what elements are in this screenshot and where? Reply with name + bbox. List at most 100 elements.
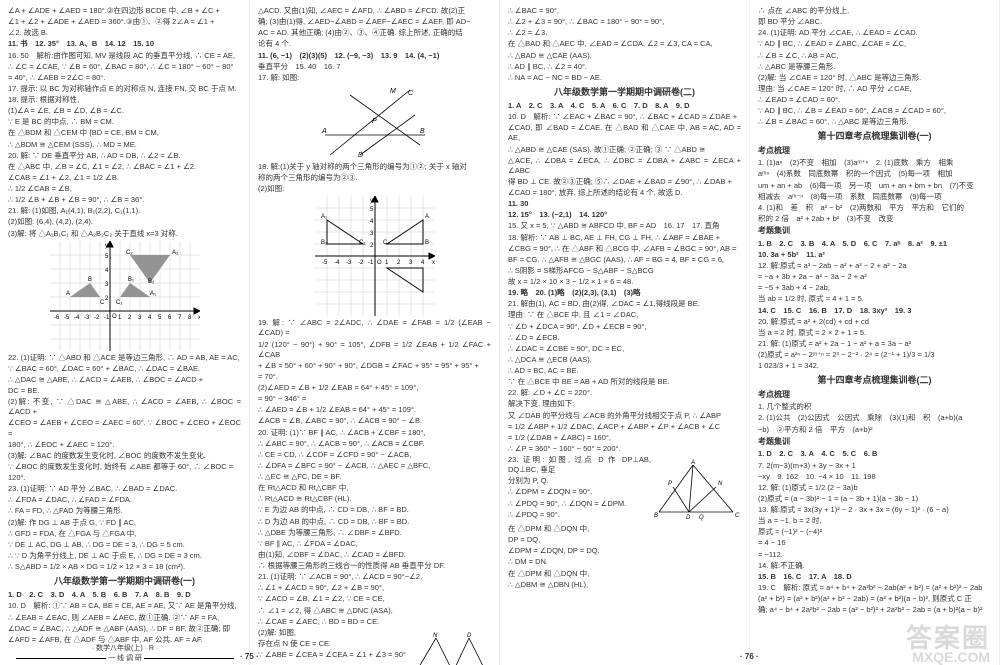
text-line: (2)解: 当 ∠CAE = 120° 时, △ABC 是等边三角形.	[758, 73, 991, 83]
text-line: ∵ ∠ABE = ∠CEA = ∠CEA = ∠1 + ∠3 = 90°	[258, 650, 411, 660]
text-line: 11. 30	[508, 199, 741, 209]
text-line: 18. 解析: ∵ AB ⊥ BC, AE ⊥ FH, CG ⊥ FH, ∴ ∠…	[508, 233, 741, 243]
geom-svg-d: ND EBC	[411, 630, 491, 665]
text-line: −xy 9. 162 10. −4 × 10 11. 198	[758, 472, 991, 482]
section-title: 第十四章考点梳理集训卷(一)	[758, 130, 991, 142]
svg-text:-5: -5	[64, 315, 70, 321]
text-line: ∴ 1/2 ∠B + ∠B + ∠B = 90°, ∴ ∠B = 36°.	[8, 195, 241, 205]
text-line: (1)∠A = ∠E, ∠B = ∠D, ∠B = ∠C.	[8, 106, 241, 116]
text-line: ∴ ∠2 = ∠3.	[508, 28, 741, 38]
text-line: = −a + 3b + 2a − a² − 3a − 2 + a²	[758, 272, 991, 282]
text-line: (2)如图: (6,4), (4,2), (2,4).	[8, 217, 241, 227]
text-line: ∴ ∠1 = ∠2, 得 △ABC ≅ △DNC (ASA),	[258, 606, 491, 616]
svg-text:x: x	[198, 315, 200, 321]
svg-text:-5: -5	[322, 260, 328, 266]
text-line: 12. 15° 13. (−2,1) 14. 120°	[508, 210, 741, 220]
text-line: ∠1 + ∠2 + ∠ADE + ∠AED = 360°.③由①、②得 2∠A …	[8, 17, 241, 27]
text-line: = 70°.	[258, 372, 491, 382]
text-line: ∴ △BAD ≅ △CAE (AAS).	[508, 51, 741, 61]
text-line: 10. 3a + 5b² 11. a²	[758, 250, 991, 260]
text-line: DC = BE.	[8, 386, 241, 396]
text-line: ∴ ∠P = 360° − 160° − 50° = 200°.	[508, 444, 741, 454]
figure-coord-grid-a: O ABC A₁B₁C₁ A₂B₂C₂ xy -6-5-4 -3-2-1 123…	[8, 241, 241, 351]
page-number-right: · 76 ·	[740, 652, 759, 661]
text-line: 15. 又 x = 5, ∵ △ABD ≅ ABFCD 中, BF = AD 1…	[508, 221, 741, 231]
text-line: 相减去 aᵐ⁻ⁿ (8)每一项 系数 同底数幂 (9)每一项	[758, 192, 991, 202]
text-line: 1. A 2. C 3. A 4. C 5. A 6. C 7. D 8. A …	[508, 101, 741, 111]
text-line: 积的 2 倍 a² + 2ab + b² (3)不变 改变	[758, 214, 991, 224]
text-line: BF = CG. ∴ △AFB ≅ △BGC (AAS), ∴ AF = BG …	[508, 255, 741, 265]
text-line: 称的两个三角形的编号为②③.	[258, 173, 491, 183]
text-line: = 4 − 16	[758, 538, 991, 548]
text-line: 18. 解:(1)关于 y 轴对称的两个三角形的编号为①②; 关于 x 轴对	[258, 162, 491, 172]
column-1: ∠A + ∠ADE + ∠AED = 180°.②在四边形 BCDE 中, ∠B…	[0, 0, 250, 665]
subsection-title: 考题集训	[758, 437, 991, 448]
text-line: 又 ∠DAB 的平分线与 ∠ACB 的外角平分线相交于点 P, ∴ ∠ABP	[508, 411, 741, 421]
svg-text:-4: -4	[74, 315, 80, 321]
text-line: (2)∠AED = ∠B + 1/2 ∠EAB = 64° + 45° = 10…	[258, 383, 491, 393]
text-line: ∴ 点在 ∠ABC 的平分线上.	[758, 6, 991, 16]
text-line: 15. B 16. C 17. A 18. D	[758, 572, 991, 582]
text-line: 11. (6, −1) (2)(3)(5) 12. (−9, −3) 13. 9…	[258, 51, 491, 61]
text-line: ∴ △DBM ≅ △DBN (HL),	[508, 580, 741, 590]
text-line: 原式 = (−1)² − (−4)²	[758, 527, 991, 537]
svg-text:-2: -2	[358, 260, 364, 266]
text-line: 2. (1)公共 (2)公因式 公因式 乘除 (3)(1)和 积 (a+b)(a	[758, 413, 991, 423]
section-title: 八年级数学第一学期期中调研卷(二)	[508, 86, 741, 98]
text-line: ∠A + ∠ADE + ∠AED = 180°.②在四边形 BCDE 中, ∠B…	[8, 6, 241, 16]
text-line: 18. 提示: 根据对称性,	[8, 95, 241, 105]
text-line: 24. (1)证明: AD 平分 ∠CAE, ∴ ∠EAD = ∠CAD.	[758, 28, 991, 38]
svg-text:O: O	[377, 260, 382, 266]
text-line: 120°.	[8, 473, 241, 483]
text-line: ∴ D 为边 AB 的中点, ∴ CD = DB, ∴ BF = BD.	[258, 517, 491, 527]
text-line: ∵ AD ∥ BC, ∴ ∠EAD = ∠ABC, ∠CAE = ∠C,	[758, 39, 991, 49]
svg-text:C: C	[408, 90, 414, 97]
text-line: ∴ FA = FD, ∴ △FAD 为等腰三角形.	[8, 506, 241, 516]
text-line: 当 ab = 1/2 时, 原式 = 4 + 1 = 5.	[758, 294, 991, 304]
text-line: ∵ DE ⊥ AC, DG ⊥ AB, ∴ DG = DE = 3, ∴ DG …	[8, 540, 241, 550]
text-line: ∴ S阴影 = S梯形AFCG − S△ABF − S△BCG	[508, 266, 741, 276]
subsection-title: 考题集训	[758, 226, 991, 237]
text-line: ∴ ∠FDA = ∠DAC, ∴ ∠FAD = ∠FDA.	[8, 495, 241, 505]
text-line: ∵ ∠D + ∠DCA = 90°, ∠D + ∠ECB = 90°,	[508, 322, 741, 332]
svg-text:B₂: B₂	[148, 279, 155, 285]
text-line: 14. 解:不正确.	[758, 561, 991, 571]
text-line: ∵ ∠BOC 的度数发生变化时, 始终有 ∠ABE 都等于 60°, ∴ ∠BO…	[8, 462, 241, 472]
text-line: 12. 解: (1)原式 = 1/2 (2 − 3a)b	[758, 483, 991, 493]
svg-text:A: A	[425, 214, 429, 220]
grid-svg-2: O ABC A₁B₁C₁ xy -5-4-3 -2-1 123 4 543 2	[315, 196, 435, 316]
svg-text:y: y	[105, 243, 108, 249]
text-line: 17. 提示: 以 BC 为对称轴作点 E 的对称点 N, 连接 FN, 交 B…	[8, 84, 241, 94]
text-line: = 1/2 (∠DAB + ∠ABC) = 160°,	[508, 433, 741, 443]
text-line: ∵ BF ∥ AC, ∴ ∠FDA = ∠DAC,	[258, 539, 491, 549]
text-line: 在 △DPM 和 △DQN 中,	[508, 569, 741, 579]
svg-text:x: x	[432, 260, 435, 266]
text-line: ∴ NA = AC − NC = BD − AE.	[508, 73, 741, 83]
svg-text:N: N	[718, 481, 723, 487]
text-line: ∴ △DBE 为等腰三角形, ∴ ∠DBF = ∠BFD.	[258, 528, 491, 538]
text-line: 由(1)知, ∠DBF = ∠DAC, ∴ ∠CAD = ∠BFD.	[258, 550, 491, 560]
text-line: 1. D 2. C 3. D 4. A 5. B 6. B 7. A 8. B …	[8, 590, 241, 600]
figure-geometry-d: ND EBC	[411, 630, 491, 665]
svg-text:2: 2	[397, 260, 401, 266]
text-line: ∴ ∠DAC = ∠CBE = 90°, DC = EC,	[508, 344, 741, 354]
svg-text:y: y	[370, 198, 373, 204]
svg-text:C: C	[383, 240, 388, 246]
text-line: ∴ ∠D = ∠ECB.	[508, 333, 741, 343]
text-line: ∴ △ABD ≅ △CAE (SAS). 故①正确; ②正确; ③ ∵ △ABD…	[508, 145, 741, 155]
text-line: 垂直平分 15. 40 16. 7	[258, 62, 491, 72]
text-line: 21. (1)证明: ∵ ∠ACB = 90°, ∴ ∠ACD = 90°−∠2…	[258, 572, 491, 582]
svg-text:A₁: A₁	[150, 291, 156, 297]
text-line: △ACE, ∴ ∠DBA = ∠ECA, ∴ ∠DBC = ∠DBA + ∠AB…	[508, 156, 741, 176]
text-line: 20. 解: ∵ DE 垂直平分 AB, ∴ AD = DB, ∴ ∠2 = ∠…	[8, 151, 241, 161]
text-line: 1. B 2. C 3. B 4. A 5. D 6. C 7. aᵇ 8. a…	[758, 239, 991, 249]
text-line: ∴ △DAC ≅ △ABE, ∴ ∠ACD = ∠AEB, ∴ ∠BOC = ∠…	[8, 375, 241, 385]
text-line: ∴ ∠AED = ∠B + 1/2 ∠EAB = 64° + 45° = 109…	[258, 405, 491, 415]
svg-text:A: A	[690, 460, 695, 466]
text-line: 19. 解: ∵ ∠ABC = 2∠ADC, ∴ ∠DAE = ∠FAB = 1…	[258, 318, 491, 338]
figure-geometry-e: ABC DNPQ	[651, 457, 741, 522]
text-line: 在 △BDM 和 △CEM 中 {BD = CE, BM = CM,	[8, 128, 241, 138]
text-line: 得 BD ⊥ CE. 故②③正确; ⑤∴ ∠DAE + ∠BAD = ∠90°,…	[508, 177, 741, 187]
text-line: 21. 解: (1)原式 = a² + 2a − 1 − a² + a = 3a…	[758, 339, 991, 349]
text-line: 确; a⁴ − b⁴ + 2a²b² − 2ab = (a² − b²)² + …	[758, 605, 991, 615]
